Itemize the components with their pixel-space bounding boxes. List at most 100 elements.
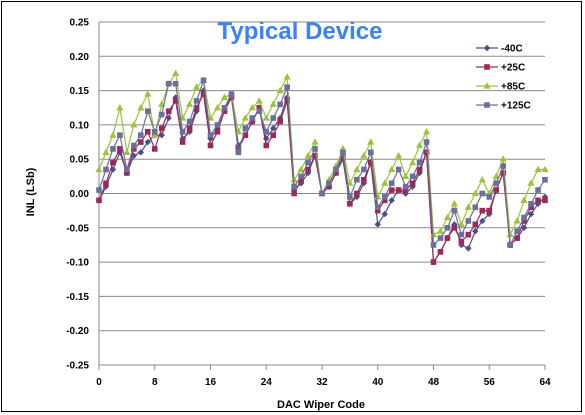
data-point <box>493 187 500 193</box>
data-point <box>458 231 465 238</box>
data-point <box>361 166 367 173</box>
data-point <box>241 114 249 121</box>
data-point <box>221 104 228 111</box>
data-point <box>165 114 172 122</box>
data-point <box>388 165 396 173</box>
data-point <box>500 163 506 169</box>
y-tick-label: 0.10 <box>70 120 90 131</box>
data-point <box>249 118 256 125</box>
data-point <box>521 214 527 221</box>
data-point <box>458 238 465 245</box>
data-point <box>408 158 417 166</box>
data-point <box>486 207 493 214</box>
data-point <box>436 227 445 234</box>
data-point <box>326 183 332 190</box>
data-point <box>95 165 103 173</box>
legend-item: +85C <box>476 82 525 93</box>
data-point <box>151 128 158 135</box>
data-point <box>221 108 228 114</box>
x-tick-label: 8 <box>152 377 158 388</box>
y-tick-label: 0.00 <box>70 189 90 200</box>
data-point <box>151 146 158 152</box>
data-point <box>367 138 375 145</box>
series-4 <box>96 77 548 248</box>
data-point <box>277 118 283 125</box>
data-point <box>263 128 270 135</box>
data-point <box>528 200 534 207</box>
data-point <box>388 187 395 193</box>
data-point <box>457 220 465 227</box>
data-point <box>311 138 319 145</box>
data-point <box>312 152 318 159</box>
data-point <box>270 115 277 121</box>
data-point <box>493 180 500 187</box>
y-tick-label: 0.25 <box>70 18 90 29</box>
data-point <box>96 187 102 193</box>
data-point <box>361 176 367 183</box>
data-point <box>486 194 493 200</box>
data-point <box>499 155 507 162</box>
data-point <box>200 77 207 84</box>
data-point <box>374 193 382 200</box>
data-point <box>374 207 381 214</box>
data-point <box>172 98 179 104</box>
data-point <box>103 166 109 173</box>
data-point <box>402 187 409 193</box>
x-tick-label: 16 <box>205 377 217 388</box>
data-point <box>262 114 270 121</box>
x-tick-label: 48 <box>428 377 440 388</box>
data-point <box>200 91 207 97</box>
data-point <box>248 103 256 111</box>
x-tick-label: 56 <box>484 377 496 388</box>
data-point <box>158 125 165 132</box>
legend-swatch-marker <box>483 82 491 89</box>
data-point <box>102 148 110 155</box>
data-point <box>172 94 179 101</box>
data-point <box>158 111 165 118</box>
x-tick-label: 0 <box>96 377 102 388</box>
x-tick-label: 24 <box>261 377 273 388</box>
data-point <box>429 230 438 238</box>
data-point <box>472 221 479 228</box>
data-point <box>185 100 194 107</box>
data-point <box>333 170 339 176</box>
data-point <box>110 146 116 152</box>
data-point <box>123 148 131 155</box>
data-point <box>220 93 229 101</box>
data-point <box>479 217 486 225</box>
data-point <box>242 132 249 138</box>
data-point <box>192 83 201 90</box>
data-point <box>305 166 311 173</box>
data-point <box>513 217 521 224</box>
data-point <box>422 127 431 135</box>
data-point <box>444 235 451 241</box>
data-point <box>193 107 200 115</box>
data-point <box>402 190 409 197</box>
x-tick-label: 32 <box>316 377 328 388</box>
data-point <box>381 194 388 200</box>
series-group <box>95 69 549 266</box>
x-tick-label: 64 <box>539 377 551 388</box>
data-point <box>542 176 548 183</box>
y-tick-label: -0.10 <box>66 258 89 269</box>
data-point <box>521 218 527 224</box>
data-point <box>535 197 541 204</box>
data-point <box>471 189 479 197</box>
data-point <box>144 90 152 97</box>
legend-swatch-marker <box>484 102 490 108</box>
data-point <box>179 139 186 145</box>
data-point <box>270 125 277 132</box>
data-point <box>213 103 222 111</box>
data-point <box>374 221 381 228</box>
data-point <box>284 98 290 104</box>
data-point <box>172 80 179 87</box>
legend-item: +25C <box>476 63 525 74</box>
data-point <box>276 86 284 94</box>
data-point <box>367 159 374 166</box>
data-point <box>430 242 437 248</box>
data-point <box>381 210 388 218</box>
data-point <box>395 187 402 193</box>
data-point <box>214 122 221 128</box>
y-tick-label: -0.15 <box>66 292 89 303</box>
data-point <box>479 207 486 214</box>
